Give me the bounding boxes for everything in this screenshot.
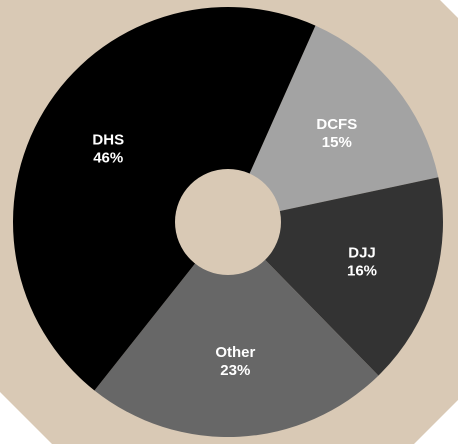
value-label: 16% <box>347 262 377 279</box>
category-label: DJJ <box>348 244 376 261</box>
slice <box>94 222 379 437</box>
category-label: Other <box>215 344 255 361</box>
slices <box>13 7 443 437</box>
slice <box>13 7 316 391</box>
value-label: 15% <box>322 134 352 151</box>
donut-hole <box>175 169 281 275</box>
slice <box>228 177 443 376</box>
value-label: 46% <box>93 149 123 166</box>
category-label: DCFS <box>316 116 357 133</box>
slice <box>228 25 439 223</box>
value-label: 23% <box>220 362 250 379</box>
category-label: DHS <box>92 131 124 148</box>
